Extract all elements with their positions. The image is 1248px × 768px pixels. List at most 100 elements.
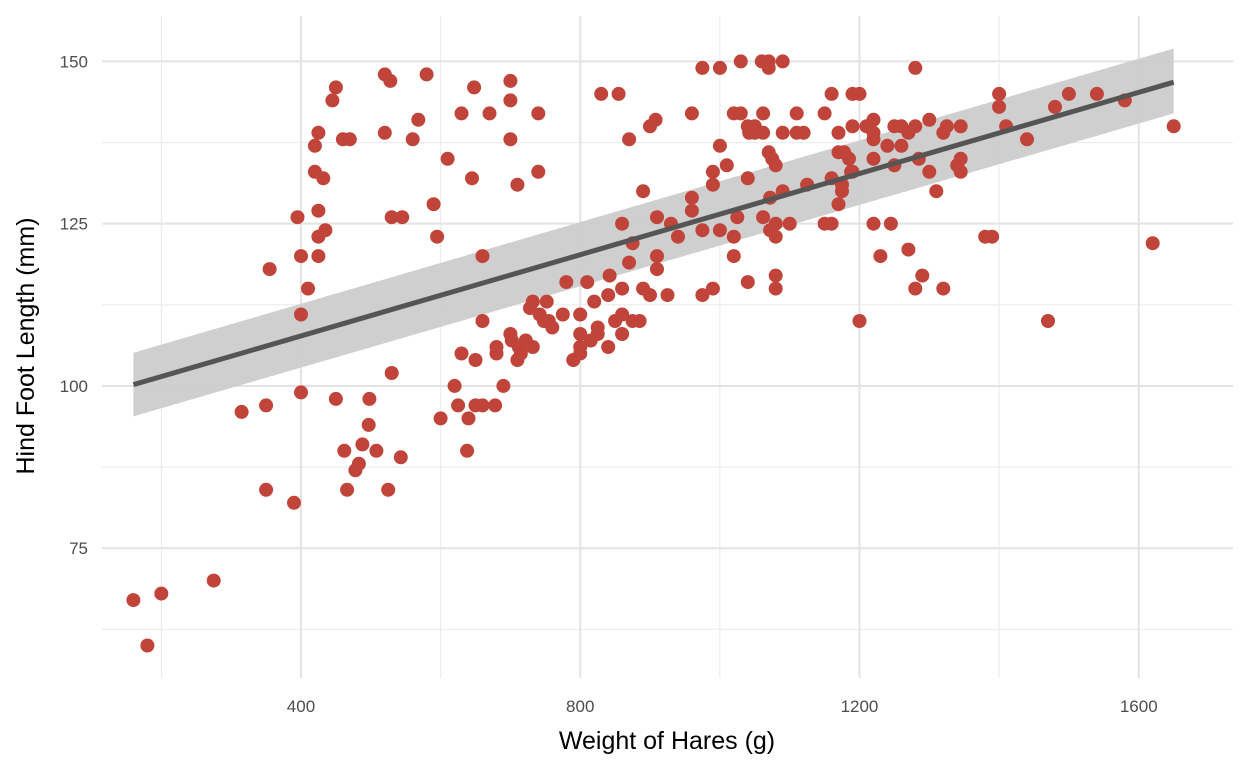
data-point	[660, 288, 675, 303]
x-tick-label: 1600	[1120, 697, 1158, 716]
data-point	[845, 119, 860, 134]
data-point	[866, 132, 881, 147]
data-point	[342, 132, 357, 147]
x-axis-title: Weight of Hares (g)	[559, 727, 775, 755]
data-point	[573, 346, 588, 361]
data-point	[789, 106, 804, 121]
data-point	[671, 229, 685, 244]
data-point	[594, 86, 609, 101]
data-point	[482, 106, 497, 121]
data-point	[756, 125, 771, 140]
data-point	[695, 288, 710, 303]
data-point	[510, 177, 525, 192]
data-point	[602, 268, 617, 283]
data-point	[154, 586, 169, 601]
data-point	[259, 398, 274, 413]
data-point	[939, 119, 954, 134]
data-point	[730, 210, 745, 225]
data-point	[768, 158, 783, 173]
data-point	[615, 307, 630, 322]
data-point	[643, 288, 657, 303]
y-axis-title: Hind Foot Length (mm)	[12, 217, 40, 474]
data-point	[1089, 86, 1104, 101]
data-point	[622, 132, 637, 147]
data-point	[726, 249, 741, 264]
data-point	[489, 346, 504, 361]
data-point	[525, 340, 540, 354]
data-point	[316, 171, 331, 186]
y-tick-label: 75	[69, 539, 88, 558]
data-point	[901, 242, 916, 257]
data-point	[908, 119, 923, 134]
data-point	[1048, 99, 1062, 114]
data-point	[454, 106, 469, 121]
data-point	[719, 158, 734, 173]
data-point	[824, 216, 839, 231]
data-point	[294, 385, 308, 400]
data-point	[852, 86, 867, 101]
data-point	[929, 184, 944, 199]
data-point	[842, 151, 856, 166]
data-point	[383, 73, 398, 88]
data-point	[395, 210, 410, 225]
data-point	[503, 73, 518, 88]
regression-line-group	[132, 79, 1175, 388]
data-point	[768, 268, 783, 283]
data-point	[337, 443, 352, 458]
data-point	[953, 151, 968, 166]
data-point	[539, 294, 554, 309]
data-point	[705, 164, 720, 179]
data-point	[768, 216, 783, 231]
data-point	[496, 378, 511, 393]
data-point	[615, 327, 630, 341]
data-point	[311, 125, 326, 140]
data-point	[580, 275, 595, 290]
data-point	[684, 106, 699, 121]
regression-line	[132, 79, 1175, 388]
x-tick-label: 800	[566, 697, 594, 716]
data-point	[587, 294, 602, 309]
data-point	[953, 119, 968, 134]
data-point	[307, 138, 322, 153]
data-point	[775, 125, 790, 140]
data-point	[733, 106, 748, 121]
data-point	[262, 262, 277, 277]
data-point	[866, 216, 881, 231]
data-point	[1061, 86, 1076, 101]
data-point	[531, 106, 546, 121]
data-point	[1020, 132, 1034, 147]
data-point	[454, 346, 469, 361]
data-point	[287, 495, 301, 510]
data-point	[632, 314, 647, 328]
data-point	[768, 229, 783, 244]
data-point	[440, 151, 455, 166]
data-point	[503, 132, 518, 147]
data-point	[545, 320, 560, 335]
data-point	[650, 249, 664, 264]
data-point	[467, 80, 482, 95]
data-point	[866, 151, 881, 166]
data-point	[695, 60, 710, 75]
data-point	[419, 67, 434, 82]
data-point	[393, 450, 408, 465]
data-point	[328, 80, 343, 95]
data-point	[650, 210, 664, 225]
data-point	[796, 125, 811, 140]
data-point	[555, 307, 570, 322]
data-point	[430, 229, 445, 244]
data-point	[447, 378, 462, 393]
data-point	[384, 366, 399, 380]
data-point	[355, 437, 370, 452]
data-point	[362, 391, 377, 406]
data-point	[782, 216, 797, 231]
x-tick-label: 1200	[841, 697, 879, 716]
data-point	[712, 60, 727, 75]
data-point	[340, 482, 355, 497]
data-point	[126, 593, 141, 608]
data-point	[411, 112, 426, 127]
data-point	[559, 275, 574, 290]
data-point	[318, 223, 333, 238]
data-point	[259, 482, 274, 497]
data-point	[684, 203, 699, 218]
data-point	[831, 197, 846, 212]
